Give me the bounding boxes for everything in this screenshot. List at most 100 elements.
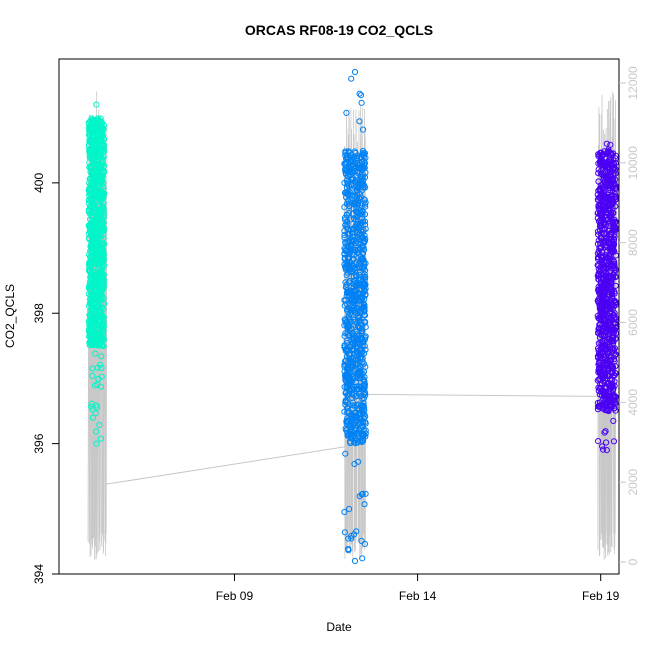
data-point [87, 257, 95, 264]
data-point [611, 397, 618, 404]
data-point [596, 356, 603, 363]
plot-area [85, 68, 620, 565]
data-point [91, 186, 98, 193]
data-point [354, 386, 362, 393]
data-point [358, 537, 365, 545]
data-point [607, 141, 614, 148]
data-point [95, 138, 102, 145]
data-point [100, 306, 107, 313]
data-point [605, 396, 612, 403]
data-point [94, 305, 101, 312]
data-point [88, 341, 96, 348]
data-point [602, 320, 609, 327]
data-point [596, 328, 603, 335]
data-point [359, 419, 367, 426]
data-point [93, 428, 100, 435]
data-point [95, 296, 102, 303]
data-point [360, 403, 367, 410]
data-point [362, 390, 369, 397]
data-point [94, 404, 101, 411]
data-point [609, 345, 617, 352]
y-tick-label: 400 [32, 173, 46, 193]
data-point [608, 192, 615, 199]
data-point [90, 246, 97, 253]
data-point [358, 349, 365, 356]
data-point [351, 318, 358, 325]
data-point [346, 505, 353, 513]
data-point [599, 157, 606, 164]
data-point [348, 75, 355, 82]
data-point [343, 159, 350, 166]
data-point [352, 379, 359, 386]
data-point [353, 413, 360, 420]
data-point [94, 215, 101, 222]
data-point [348, 325, 355, 333]
data-point [600, 446, 607, 453]
data-point [99, 131, 106, 138]
data-point [611, 248, 618, 255]
data-point [360, 391, 368, 398]
data-point [595, 231, 602, 238]
data-point [605, 252, 613, 259]
data-point [342, 345, 350, 352]
data-point [608, 353, 615, 360]
data-point [612, 273, 619, 280]
data-point [602, 174, 610, 181]
data-point [351, 265, 358, 273]
data-point [358, 302, 365, 309]
data-point [355, 361, 362, 368]
data-point [356, 315, 363, 322]
data-point [349, 363, 356, 370]
x-tick-label: Feb 19 [582, 589, 620, 603]
data-point [100, 314, 107, 321]
data-point [610, 262, 617, 269]
data-point [596, 194, 604, 201]
data-point [100, 235, 107, 242]
data-point [351, 375, 359, 382]
data-point [359, 293, 366, 300]
data-point [602, 400, 609, 407]
data-point [92, 350, 99, 357]
data-point [86, 127, 93, 134]
data-point [346, 263, 353, 270]
data-point [347, 310, 354, 317]
data-point [86, 342, 93, 349]
data-point [353, 194, 361, 201]
data-point [344, 417, 351, 424]
data-point [612, 282, 619, 289]
y2-tick-label: 8000 [626, 229, 640, 256]
data-point [100, 211, 107, 218]
data-point [597, 200, 604, 207]
data-point [603, 203, 610, 211]
data-point [95, 165, 102, 172]
data-point [87, 307, 94, 314]
data-point [90, 315, 97, 322]
data-point [353, 409, 360, 416]
data-point [93, 195, 100, 202]
data-point [358, 210, 365, 217]
data-point [594, 228, 602, 235]
data-point [350, 273, 357, 280]
data-point [596, 268, 603, 275]
data-point [100, 207, 107, 214]
data-point [608, 316, 615, 323]
series-1 [85, 101, 108, 447]
data-point [348, 176, 355, 183]
data-point [353, 272, 360, 280]
data-point [341, 179, 348, 186]
data-point [599, 375, 606, 382]
data-point [597, 244, 605, 252]
data-point [95, 175, 102, 182]
data-point [605, 359, 612, 366]
data-point [86, 192, 93, 199]
data-point [344, 181, 351, 188]
data-point [361, 196, 368, 203]
data-point [597, 314, 604, 321]
data-point [598, 149, 605, 156]
data-point [100, 185, 107, 192]
data-point [594, 353, 602, 360]
data-point [607, 230, 614, 237]
data-point [597, 306, 605, 313]
data-point [346, 351, 353, 358]
data-point [90, 224, 97, 231]
